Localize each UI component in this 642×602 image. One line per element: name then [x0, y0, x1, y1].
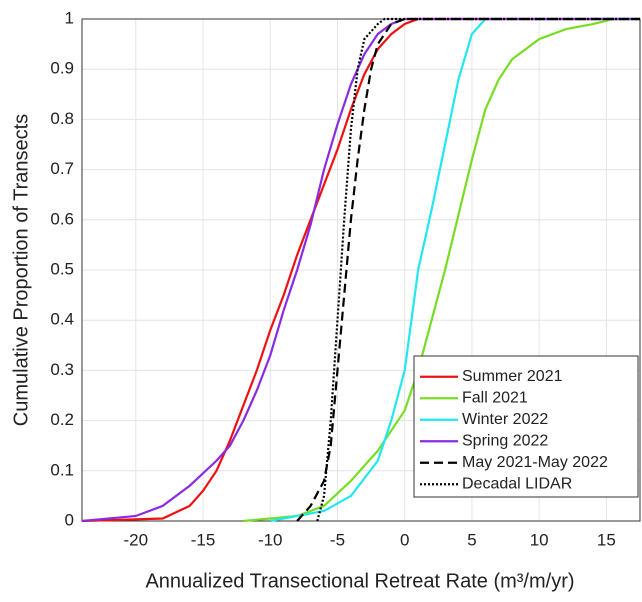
legend-label: Summer 2021 — [462, 368, 563, 385]
x-tick-label: 5 — [467, 530, 476, 549]
plot-frame — [81, 18, 641, 522]
y-axis-label: Cumulative Proportion of Transects — [10, 114, 32, 426]
legend-label: Decadal LIDAR — [462, 475, 572, 492]
series-line — [81, 17, 640, 523]
x-tick-label: 15 — [597, 530, 616, 549]
y-tick-label: 0.8 — [50, 109, 74, 128]
y-tick-label: 0.6 — [50, 209, 74, 228]
x-axis-label: Annualized Transectional Retreat Rate (m… — [145, 570, 574, 592]
x-tick-label: -15 — [191, 530, 216, 549]
y-tick-label: 0.2 — [50, 410, 74, 429]
legend-label: Spring 2022 — [462, 432, 548, 449]
x-tick-label: 10 — [530, 530, 549, 549]
legend-label: May 2021-May 2022 — [462, 454, 608, 471]
y-tick-label: 0.5 — [50, 259, 74, 278]
y-tick-label: 0.9 — [50, 59, 74, 78]
legend-label: Fall 2021 — [462, 389, 528, 406]
y-tick-label: 0 — [65, 510, 74, 529]
y-tick-label: 0.4 — [50, 310, 74, 329]
series-line — [81, 17, 640, 523]
x-tick-label: -10 — [258, 530, 283, 549]
y-tick-label: 0.1 — [50, 460, 74, 479]
legend-box — [413, 355, 639, 498]
y-tick-label: 0.3 — [50, 360, 74, 379]
series-line — [316, 17, 640, 522]
x-tick-label: 0 — [400, 530, 409, 549]
x-tick-label: -20 — [123, 530, 148, 549]
series-line — [270, 17, 640, 523]
series-line — [296, 17, 640, 522]
series-line — [243, 17, 640, 523]
y-tick-label: 1 — [65, 8, 74, 27]
x-tick-label: -5 — [330, 530, 345, 549]
legend-label: Winter 2022 — [462, 411, 548, 428]
y-tick-label: 0.7 — [50, 159, 74, 178]
